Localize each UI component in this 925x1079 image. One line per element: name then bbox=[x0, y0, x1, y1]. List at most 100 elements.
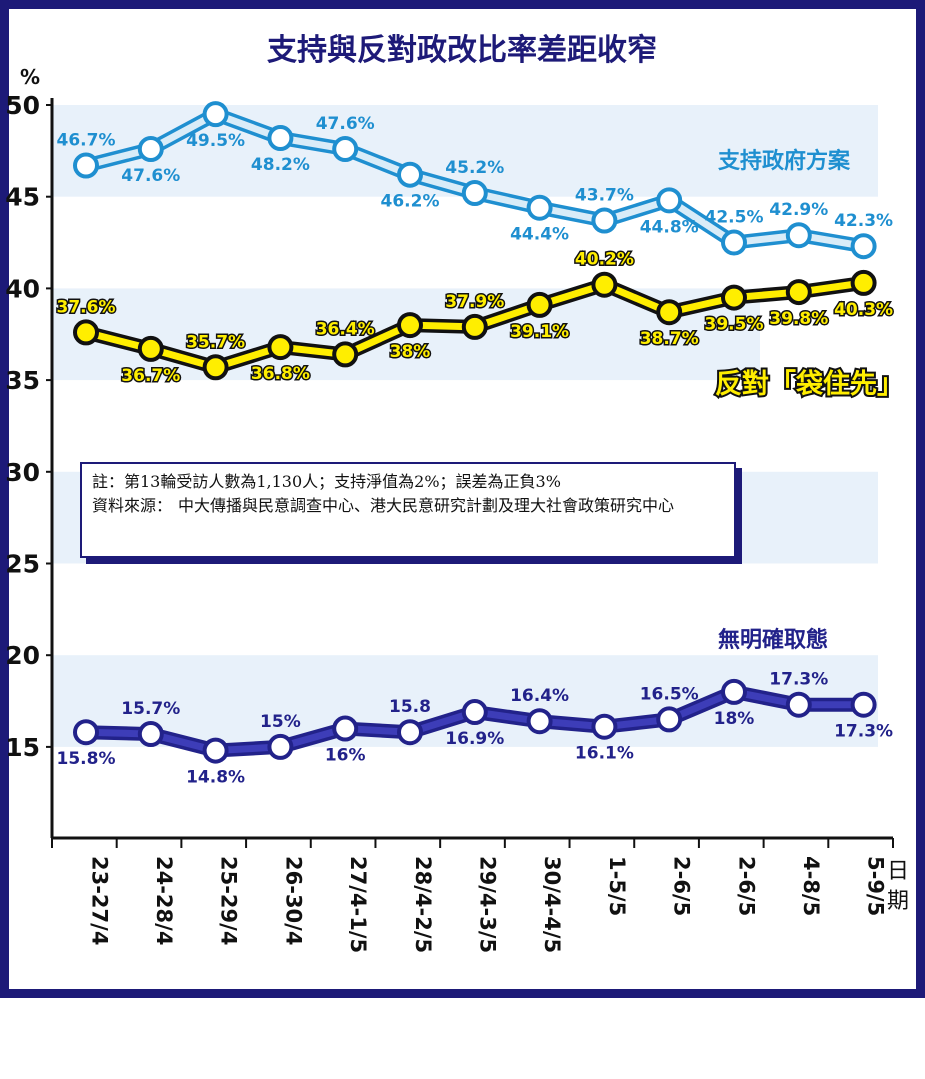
x-axis-label: 期 bbox=[887, 889, 909, 914]
y-tick-label: 45 bbox=[5, 183, 40, 212]
data-point bbox=[267, 733, 294, 760]
data-point bbox=[267, 334, 294, 361]
data-point bbox=[850, 691, 877, 718]
data-label: 14.8% bbox=[186, 768, 245, 788]
data-point bbox=[137, 335, 164, 362]
data-point bbox=[202, 737, 229, 764]
data-point bbox=[332, 341, 359, 368]
data-label: 44.4% bbox=[510, 225, 569, 245]
data-label: 16.9% bbox=[445, 729, 504, 749]
y-tick-label: 15 bbox=[5, 733, 40, 762]
note-box: 註：第13輪受訪人數為1,130人；支持淨值為2%；誤差為正負3% 資料來源： … bbox=[80, 462, 736, 558]
note-line: 註：第13輪受訪人數為1,130人；支持淨值為2%；誤差為正負3% bbox=[92, 470, 724, 494]
data-point bbox=[461, 699, 488, 726]
data-point bbox=[397, 161, 423, 188]
data-point bbox=[332, 715, 359, 742]
data-label: 46.7% bbox=[57, 131, 116, 151]
data-label: 42.3% bbox=[834, 211, 893, 231]
x-tick-label: 2-6/5 bbox=[734, 856, 758, 916]
data-point bbox=[656, 299, 683, 326]
note-sample-text: 註：第13輪受訪人數為1,130人；支持淨值為2%；誤差為正負3% bbox=[92, 472, 561, 491]
data-label: 16.5% bbox=[640, 684, 699, 704]
x-tick-label: 5-9/5 bbox=[864, 856, 888, 916]
y-tick-label: 40 bbox=[5, 274, 40, 303]
data-point bbox=[721, 229, 747, 256]
x-axis-label: 日 bbox=[887, 859, 909, 884]
data-point bbox=[526, 291, 553, 318]
data-label: 38.7% bbox=[640, 329, 699, 349]
x-tick-label: 23-27/4 bbox=[87, 856, 111, 945]
data-point bbox=[397, 312, 423, 339]
x-tick-label: 28/4-2/5 bbox=[411, 856, 435, 953]
data-label: 17.3% bbox=[769, 670, 828, 690]
series-name-label: 無明確取態 bbox=[718, 627, 828, 653]
data-label: 47.6% bbox=[121, 166, 180, 186]
data-point bbox=[656, 706, 683, 733]
data-label: 40.2% bbox=[575, 250, 634, 270]
data-label: 39.1% bbox=[510, 322, 569, 342]
data-point bbox=[137, 136, 164, 163]
data-label: 43.7% bbox=[575, 186, 634, 206]
data-label: 39.8% bbox=[769, 309, 828, 329]
source-line: 資料來源： 中大傳播與民意調查中心、港大民意研究計劃及理大社會政策研究中心 bbox=[92, 494, 724, 518]
x-tick-label: 27/4-1/5 bbox=[346, 856, 370, 953]
data-point bbox=[591, 713, 618, 740]
y-tick-label: 30 bbox=[5, 458, 40, 487]
data-point bbox=[591, 207, 618, 234]
data-point bbox=[332, 136, 359, 163]
data-label: 15.7% bbox=[121, 699, 180, 719]
data-label: 40.3% bbox=[834, 300, 893, 320]
data-label: 16% bbox=[325, 746, 366, 766]
data-label: 42.5% bbox=[705, 208, 764, 228]
data-point bbox=[202, 354, 229, 381]
data-label: 46.2% bbox=[381, 192, 440, 212]
data-point bbox=[785, 691, 812, 718]
data-label: 36.7% bbox=[121, 366, 180, 386]
data-label: 35.7% bbox=[186, 332, 245, 352]
data-point bbox=[656, 187, 683, 214]
data-label: 15% bbox=[260, 712, 301, 732]
data-label: 37.9% bbox=[445, 292, 504, 312]
data-point bbox=[73, 319, 99, 346]
data-label: 38% bbox=[390, 342, 431, 362]
data-point bbox=[850, 233, 877, 260]
data-point bbox=[591, 271, 618, 298]
data-label: 16.4% bbox=[510, 686, 569, 706]
data-label: 48.2% bbox=[251, 155, 310, 175]
x-tick-label: 1-5/5 bbox=[605, 856, 629, 916]
y-tick-label: 25 bbox=[5, 550, 40, 579]
data-point bbox=[526, 194, 553, 221]
data-label: 36.8% bbox=[251, 364, 310, 384]
data-label: 16.1% bbox=[575, 744, 634, 764]
data-point bbox=[267, 125, 294, 152]
data-label: 36.4% bbox=[316, 319, 375, 339]
axes: 15 20 25 30 35 40 45 50 23-27/4 24-28/4 25-29/4 26-… bbox=[5, 91, 909, 953]
data-label: 49.5% bbox=[186, 131, 245, 151]
data-point bbox=[461, 180, 488, 207]
chart-title: 支持與反對政改比率差距收窄 bbox=[267, 33, 657, 68]
data-label: 42.9% bbox=[769, 200, 828, 220]
data-point bbox=[526, 708, 553, 735]
data-label: 17.3% bbox=[834, 722, 893, 742]
data-label: 15.8% bbox=[57, 749, 116, 769]
data-point bbox=[850, 269, 877, 296]
data-label: 47.6% bbox=[316, 114, 375, 134]
data-labels: 46.7%47.6%49.5%48.2%47.6%46.2%45.2%44.4%… bbox=[55, 114, 906, 788]
series-lines bbox=[73, 101, 877, 764]
x-tick-label: 29/4-3/5 bbox=[476, 856, 500, 953]
data-point bbox=[397, 719, 423, 746]
x-tick-label: 2-6/5 bbox=[670, 856, 694, 916]
y-tick-label: 50 bbox=[5, 91, 40, 120]
series-name-label: 反對「袋住先」 bbox=[715, 368, 904, 400]
x-tick-label: 24-28/4 bbox=[152, 856, 176, 945]
data-label: 39.5% bbox=[705, 315, 764, 335]
data-point bbox=[721, 284, 747, 311]
data-label: 45.2% bbox=[445, 158, 504, 178]
data-label: 37.6% bbox=[57, 297, 116, 317]
y-axis-unit: % bbox=[20, 65, 40, 89]
y-tick-label: 20 bbox=[5, 641, 40, 670]
data-point bbox=[73, 719, 99, 746]
x-tick-label: 26-30/4 bbox=[281, 856, 305, 945]
data-point bbox=[137, 721, 164, 748]
data-label: 44.8% bbox=[640, 217, 699, 237]
